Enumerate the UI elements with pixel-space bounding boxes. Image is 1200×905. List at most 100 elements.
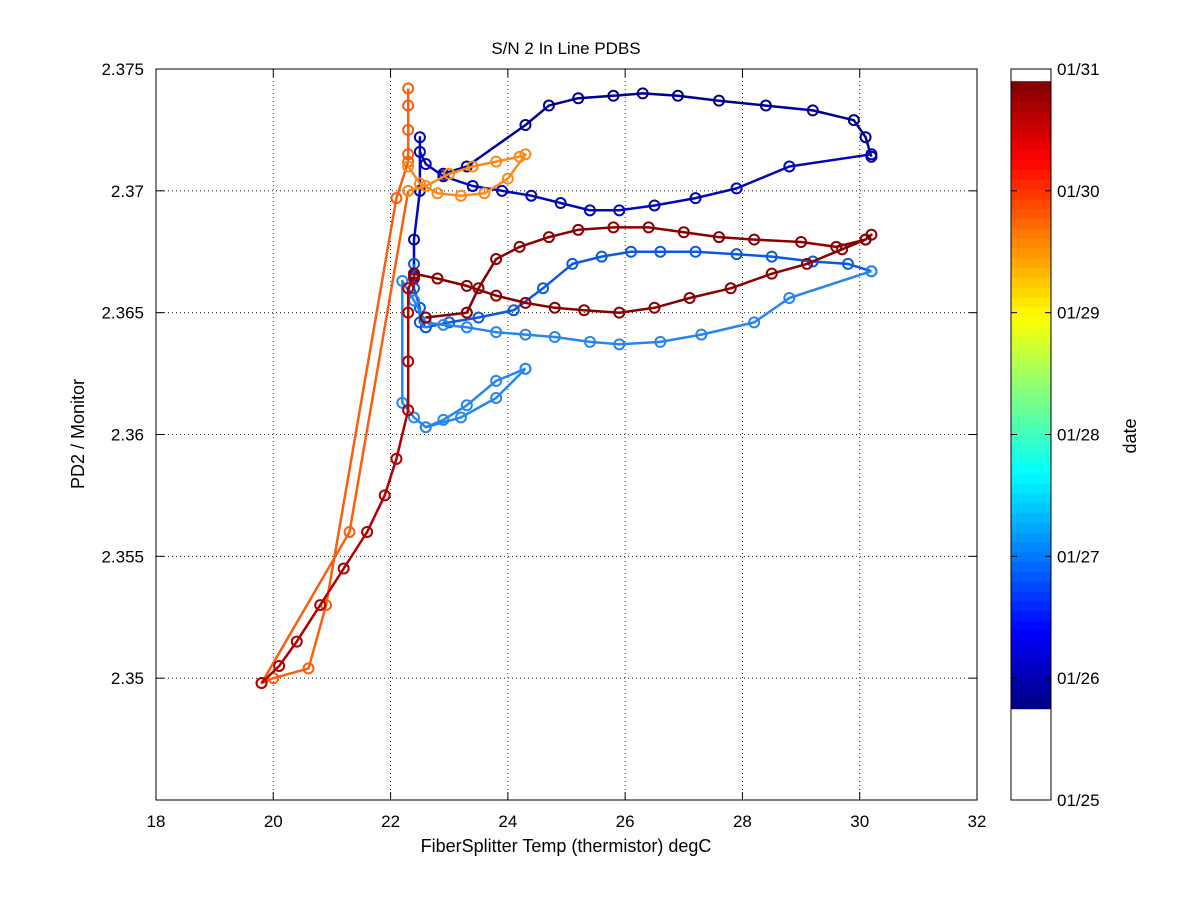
colorbar-band xyxy=(1011,257,1051,269)
data-point xyxy=(413,177,426,190)
data-point xyxy=(548,301,561,314)
colorbar-band xyxy=(1011,189,1051,200)
data-point xyxy=(542,231,555,244)
colorbar-band xyxy=(1011,296,1051,308)
colorbar-band xyxy=(1011,483,1051,494)
series xyxy=(419,362,532,434)
data-point xyxy=(361,525,374,538)
x-axis-label: FiberSplitter Temp (thermistor) degC xyxy=(421,836,712,856)
data-point xyxy=(830,240,843,253)
data-point xyxy=(419,311,432,324)
data-point xyxy=(396,274,409,287)
data-point xyxy=(419,421,432,434)
x-tick-label: 20 xyxy=(264,812,283,831)
colorbar-band xyxy=(1011,267,1051,278)
colorbar-band xyxy=(1011,453,1051,465)
data-point xyxy=(490,326,503,339)
colorbar-band xyxy=(1011,385,1051,396)
colorbar-band xyxy=(1011,365,1051,376)
data-point xyxy=(613,306,626,319)
colorbar-band xyxy=(1011,277,1051,288)
data-point xyxy=(273,659,286,672)
x-tick-label: 22 xyxy=(381,812,400,831)
series-line xyxy=(260,88,410,685)
data-point xyxy=(519,148,532,161)
data-point xyxy=(408,411,421,424)
colorbar-band xyxy=(1011,228,1051,239)
colorbar-band xyxy=(1011,669,1051,680)
series xyxy=(408,221,878,324)
data-point xyxy=(402,99,415,112)
data-point xyxy=(513,240,526,253)
data-point xyxy=(402,160,415,173)
data-point xyxy=(419,316,432,329)
data-point xyxy=(460,279,473,292)
colorbar-band xyxy=(1011,532,1051,543)
data-point xyxy=(437,170,450,183)
data-point xyxy=(402,123,415,136)
data-point xyxy=(472,282,485,295)
data-point xyxy=(490,374,503,387)
data-point xyxy=(765,267,778,280)
data-point xyxy=(613,204,626,217)
data-point xyxy=(689,192,702,205)
data-point xyxy=(402,355,415,368)
data-point xyxy=(595,250,608,263)
plot-series xyxy=(255,82,878,690)
data-point xyxy=(613,338,626,351)
data-point xyxy=(507,304,520,317)
series-line xyxy=(407,153,527,197)
axes-box xyxy=(155,68,978,801)
data-point xyxy=(437,413,450,426)
series-line xyxy=(401,270,872,429)
data-point xyxy=(490,289,503,302)
colorbar-band xyxy=(1011,679,1051,690)
data-point xyxy=(478,187,491,200)
colorbar-band xyxy=(1011,581,1051,592)
colorbar-band xyxy=(1011,649,1051,661)
colorbar-band xyxy=(1011,149,1051,161)
data-point xyxy=(841,257,854,270)
data-point xyxy=(607,221,620,234)
series xyxy=(402,148,532,202)
series xyxy=(255,82,415,690)
data-point xyxy=(343,525,356,538)
data-point xyxy=(554,197,567,210)
data-point xyxy=(460,306,473,319)
series-line xyxy=(412,135,872,277)
data-point xyxy=(413,131,426,144)
colorbar-band xyxy=(1011,630,1051,641)
data-point xyxy=(677,226,690,239)
colorbar-band xyxy=(1011,689,1051,700)
data-point xyxy=(859,233,872,246)
colorbar-band xyxy=(1011,90,1051,102)
colorbar-band xyxy=(1011,463,1051,474)
data-point xyxy=(748,316,761,329)
data-point xyxy=(454,411,467,424)
data-point xyxy=(712,94,725,107)
data-point xyxy=(443,316,456,329)
data-point xyxy=(431,272,444,285)
x-tick-label: 18 xyxy=(147,812,166,831)
colorbar-band xyxy=(1011,473,1051,484)
series xyxy=(255,267,421,690)
colorbar-band xyxy=(1011,287,1051,298)
data-point xyxy=(390,452,403,465)
data-point xyxy=(443,167,456,180)
colorbar-band xyxy=(1011,159,1051,171)
data-point xyxy=(337,562,350,575)
data-point xyxy=(525,189,538,202)
data-point xyxy=(490,253,503,266)
data-point xyxy=(513,150,526,163)
data-point xyxy=(730,248,743,261)
colorbar-band xyxy=(1011,306,1051,318)
data-point xyxy=(583,335,596,348)
data-point xyxy=(671,89,684,102)
series xyxy=(437,87,878,180)
colorbar-band xyxy=(1011,169,1051,180)
colorbar-band xyxy=(1011,561,1051,572)
data-point xyxy=(607,89,620,102)
data-point xyxy=(466,179,479,192)
data-point xyxy=(542,99,555,112)
